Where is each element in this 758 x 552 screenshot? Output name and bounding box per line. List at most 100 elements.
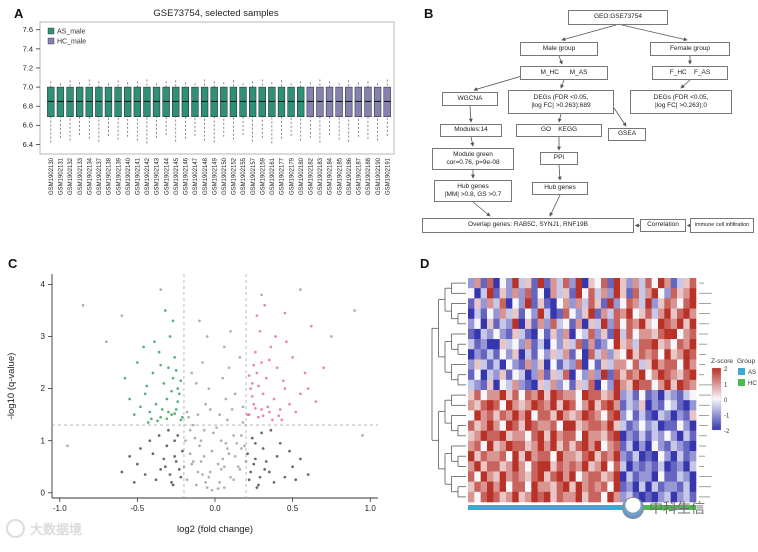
volcano-series-down-significant — [123, 309, 184, 424]
svg-text:GSM1902140: GSM1902140 — [126, 157, 132, 195]
flow-arrows — [468, 24, 692, 228]
svg-text:0.0: 0.0 — [209, 504, 221, 513]
volcano-plot-area: -1.0 -0.5 0.0 0.5 1.0 0 1 2 3 4 — [41, 274, 378, 513]
svg-text:GSM1902187: GSM1902187 — [357, 157, 363, 195]
svg-text:GSM1902143: GSM1902143 — [155, 157, 161, 195]
svg-text:GSM1902180: GSM1902180 — [299, 157, 305, 195]
panel-d-heatmap: Z-score 2 1 0 -1 -2 Group AS HC — [408, 252, 758, 547]
flow-node-wgcna: WGCNA — [442, 92, 498, 106]
svg-text:GSM1902148: GSM1902148 — [203, 157, 209, 195]
volcano-series-up-significant — [246, 303, 326, 422]
row-dendrogram — [431, 282, 466, 498]
svg-text:GSM1902184: GSM1902184 — [328, 157, 334, 195]
svg-text:GSM1902149: GSM1902149 — [212, 157, 218, 195]
svg-text:GSM1902137: GSM1902137 — [97, 157, 103, 195]
svg-text:GSM1902142: GSM1902142 — [145, 157, 151, 195]
svg-text:GSM1902131: GSM1902131 — [59, 157, 65, 195]
svg-text:GSM1902177: GSM1902177 — [280, 157, 286, 195]
svg-text:Z-score: Z-score — [711, 358, 733, 365]
boxplot-plot-area: 6.4 6.6 6.8 7.0 7.2 7.4 7.6 GSM1902130 GSM190213… — [23, 21, 395, 195]
svg-text:GSM1902159: GSM1902159 — [260, 157, 266, 195]
flow-node-geo: GEO:GSE73754 — [568, 10, 668, 25]
svg-text:GSM1902145: GSM1902145 — [174, 157, 180, 195]
flow-node-gsea: GSEA — [608, 128, 646, 141]
heatmap-cells — [468, 278, 697, 503]
boxplot-svg: GSE73754, selected samples 6.4 6.6 6.8 7.0 7… — [23, 8, 395, 195]
svg-text:-2: -2 — [724, 429, 730, 435]
svg-text:GSM1902190: GSM1902190 — [376, 157, 382, 195]
svg-text:GSM1902146: GSM1902146 — [184, 157, 190, 195]
svg-text:-1: -1 — [724, 414, 730, 420]
boxplot-legend: AS_male HC_male — [47, 27, 86, 46]
svg-text:GSM1902144: GSM1902144 — [164, 157, 170, 195]
svg-text:GSM1902138: GSM1902138 — [107, 157, 113, 195]
svg-text:GSM1902157: GSM1902157 — [251, 157, 257, 195]
volcano-series-not-significant-fc — [120, 428, 310, 489]
flow-node-male-group: Male group — [520, 42, 598, 56]
flowchart-arrows-svg — [468, 24, 692, 228]
svg-text:GSM1902155: GSM1902155 — [241, 157, 247, 195]
svg-text:GSM1902191: GSM1902191 — [385, 157, 391, 195]
boxplot-title: GSE73754, selected samples — [153, 8, 278, 19]
flow-node-modules: Modules:14 — [440, 124, 502, 137]
flow-node-go-kegg: GO KEGG — [516, 124, 602, 137]
svg-text:6.4: 6.4 — [23, 140, 33, 149]
panel-c-volcano: log2 (fold change) -log10 (q-value) -1.0… — [0, 252, 408, 547]
svg-text:GSM1902183: GSM1902183 — [318, 157, 324, 195]
svg-text:6.8: 6.8 — [23, 102, 33, 111]
watermark-left-icon — [6, 519, 25, 538]
svg-text:6.6: 6.6 — [23, 121, 33, 130]
flow-node-degs-male: DEGs (FDR <0.05, |log FC| >0.263);689 — [508, 90, 614, 114]
row-label-marks — [699, 282, 712, 498]
svg-text:GSM1902130: GSM1902130 — [49, 157, 55, 195]
watermark-left: 大数据境 — [6, 519, 82, 538]
svg-text:1.0: 1.0 — [365, 504, 377, 513]
svg-text:0.5: 0.5 — [287, 504, 299, 513]
svg-text:7.4: 7.4 — [23, 44, 33, 53]
panel-b-flowchart: GEO:GSE73754 Male group Female group M_H… — [410, 2, 756, 250]
svg-text:GSM1902161: GSM1902161 — [270, 157, 276, 195]
volcano-xlabel: log2 (fold change) — [177, 524, 253, 535]
svg-text:0: 0 — [41, 488, 46, 497]
svg-text:HC: HC — [748, 381, 757, 387]
flow-node-ppi: PPI — [540, 152, 578, 165]
svg-text:GSM1902152: GSM1902152 — [232, 157, 238, 195]
svg-text:GSM1902182: GSM1902182 — [309, 157, 315, 195]
watermark-right-text: 中科生信 — [649, 500, 705, 516]
svg-text:7.0: 7.0 — [23, 82, 33, 91]
svg-text:GSM1902150: GSM1902150 — [222, 157, 228, 195]
flow-node-module-green: Module green cor=0.76, p=9e-08 — [432, 148, 514, 170]
volcano-series-not-significant — [66, 288, 364, 492]
heatmap-svg: Z-score 2 1 0 -1 -2 Group AS HC — [431, 278, 757, 510]
flow-node-overlap-genes: Overlap genes: RAB5C, SYNJ1, RNF19B — [422, 218, 634, 233]
svg-text:1: 1 — [724, 383, 728, 389]
svg-text:AS: AS — [748, 370, 756, 376]
volcano-svg: log2 (fold change) -log10 (q-value) -1.0… — [6, 274, 378, 535]
watermark-right-logo-icon — [622, 497, 644, 519]
svg-text:GSM1902179: GSM1902179 — [289, 157, 295, 195]
svg-text:7.2: 7.2 — [23, 63, 33, 72]
svg-text:GSM1902141: GSM1902141 — [136, 157, 142, 195]
svg-text:GSM1902132: GSM1902132 — [68, 157, 74, 195]
svg-text:AS_male: AS_male — [57, 29, 86, 36]
svg-text:GSM1902134: GSM1902134 — [87, 157, 93, 195]
svg-text:7.6: 7.6 — [23, 25, 33, 34]
panel-a-label: A — [14, 6, 24, 21]
panel-a-boxplot: GSE73754, selected samples 6.4 6.6 6.8 7.0 7… — [4, 2, 408, 252]
svg-text:GSM1902133: GSM1902133 — [78, 157, 84, 195]
panel-b-label: B — [424, 6, 434, 21]
heatmap-legend: Z-score 2 1 0 -1 -2 Group AS HC — [711, 358, 757, 435]
watermark-right: 中科生信 — [622, 497, 705, 519]
svg-text:2: 2 — [41, 384, 46, 393]
svg-text:2: 2 — [724, 367, 728, 373]
svg-text:1: 1 — [41, 436, 46, 445]
svg-text:GSM1902186: GSM1902186 — [347, 157, 353, 195]
group-annotation-bar — [468, 505, 696, 510]
watermark-left-text: 大数据境 — [30, 522, 83, 537]
svg-text:3: 3 — [41, 332, 46, 341]
svg-text:0: 0 — [724, 398, 728, 404]
flow-node-immune-infiltration: immune cell infiltration — [690, 218, 754, 233]
volcano-ylabel: -log10 (q-value) — [6, 353, 17, 420]
flow-node-hub-genes-wgcna: Hub genes |MM| >0.8, GS >0.7 — [434, 180, 512, 202]
